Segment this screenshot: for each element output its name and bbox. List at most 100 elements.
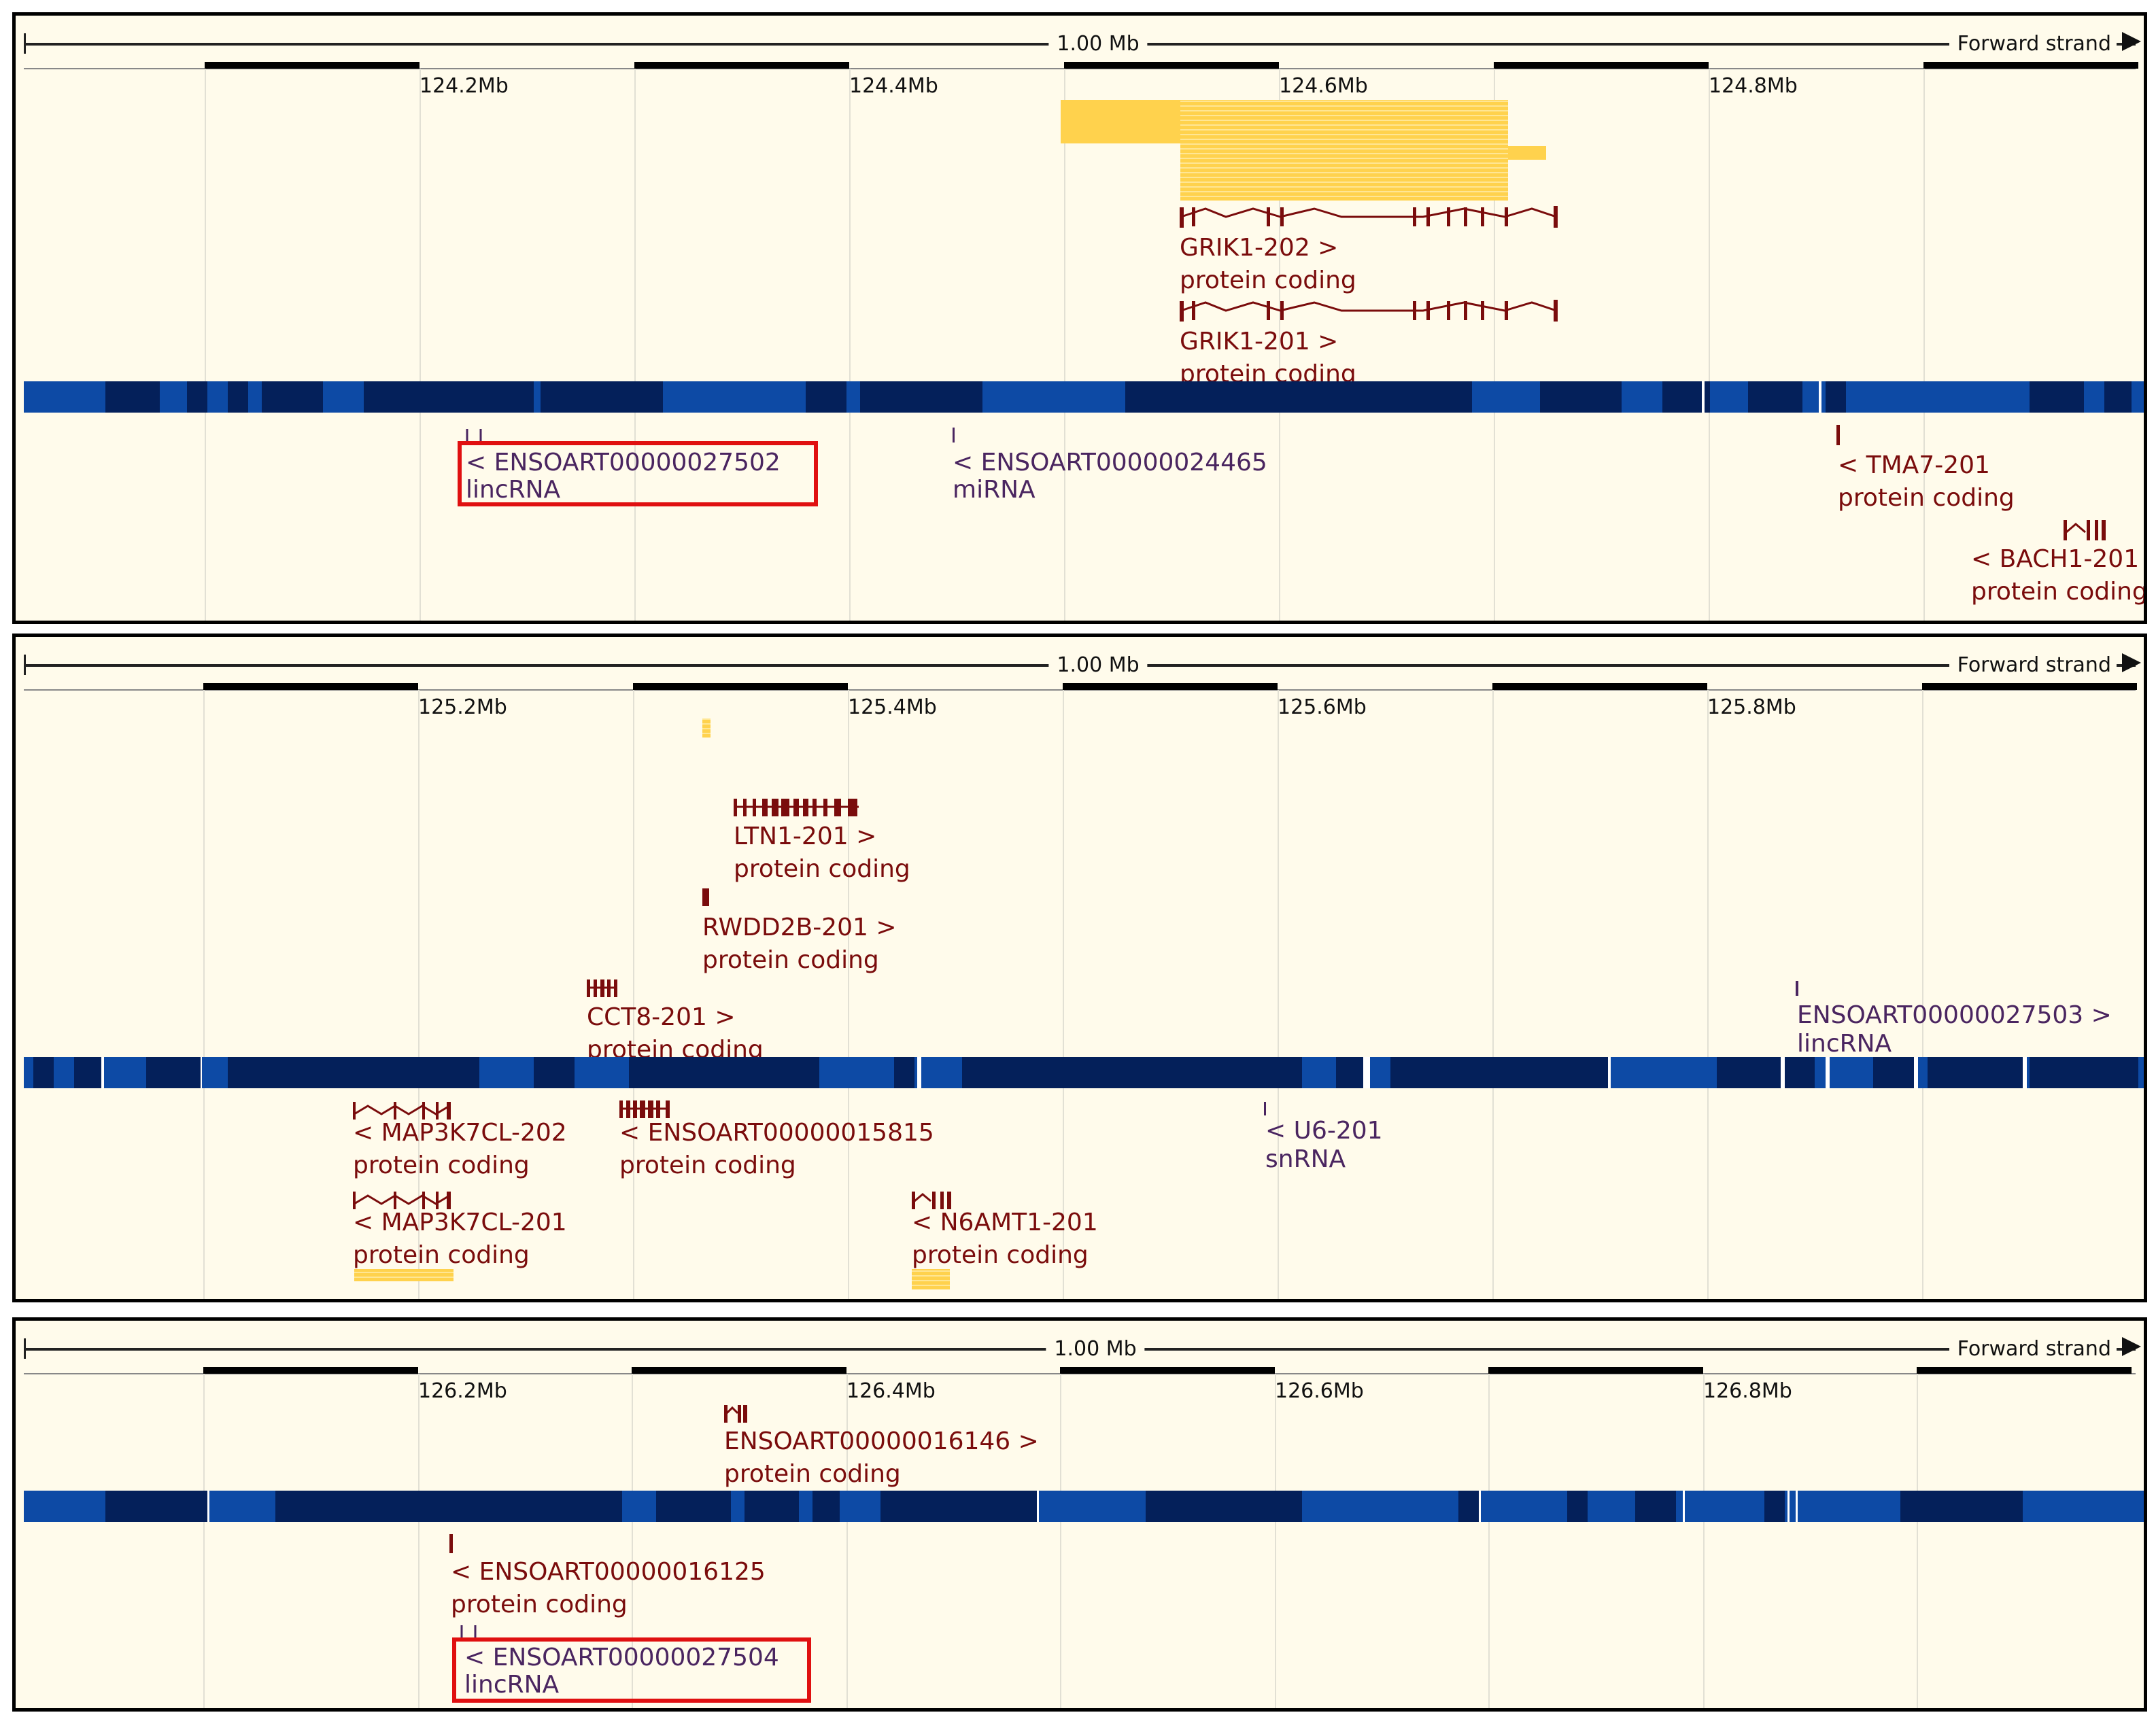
gene-label-u6-201[interactable]: < U6-201 snRNA bbox=[1265, 1117, 1383, 1174]
band-segment bbox=[2030, 1057, 2138, 1088]
gene-label-ensoart00000027503[interactable]: ENSOART00000027503 > lincRNA bbox=[1797, 1001, 2112, 1058]
gene-label-tma7-201[interactable]: < TMA7-201 protein coding bbox=[1838, 449, 2015, 515]
transcript-glyph[interactable] bbox=[910, 1190, 954, 1211]
genome-panel-2[interactable]: 1.00 Mb Forward strand 125.2Mb 125.4Mb 1… bbox=[12, 634, 2147, 1302]
gridline bbox=[203, 1374, 205, 1708]
gene-label-n6amt1-201[interactable]: < N6AMT1-201 protein coding bbox=[912, 1207, 1098, 1272]
genome-panel-3[interactable]: 1.00 Mb Forward strand 126.2Mb 126.4Mb 1… bbox=[12, 1317, 2147, 1712]
transcript-glyph[interactable] bbox=[702, 888, 709, 906]
transcript-glyph[interactable] bbox=[732, 797, 861, 818]
transcript-glyph[interactable] bbox=[449, 1534, 453, 1553]
gene-biotype: protein coding bbox=[1838, 484, 2015, 512]
highlight-box bbox=[452, 1637, 811, 1703]
transcript-glyph[interactable] bbox=[1178, 203, 1559, 230]
gridline bbox=[203, 690, 205, 1299]
ruler-segment bbox=[203, 1367, 418, 1374]
band-segment bbox=[1363, 1057, 1370, 1088]
band-segment bbox=[187, 381, 207, 413]
band-segment bbox=[207, 1491, 209, 1522]
ruler-segment bbox=[634, 62, 849, 69]
transcript-glyph[interactable] bbox=[352, 1100, 454, 1121]
band-segment bbox=[1717, 1057, 1798, 1088]
band-segment bbox=[1796, 1491, 1798, 1522]
band-segment bbox=[1748, 381, 1802, 413]
transcript-glyph[interactable] bbox=[618, 1099, 672, 1120]
band-segment bbox=[1826, 1057, 1830, 1088]
transcript-glyph[interactable] bbox=[2062, 519, 2110, 542]
band-segment bbox=[894, 1057, 914, 1088]
gene-label-ensoart00000016125[interactable]: < ENSOART00000016125 protein coding bbox=[451, 1556, 766, 1621]
band-segment bbox=[1608, 1057, 1611, 1088]
gene-label-ensoart00000027502[interactable]: < ENSOART00000027502 lincRNA bbox=[466, 449, 781, 504]
genome-panel-1[interactable]: 1.00 Mb Forward strand 124.2Mb 124.4Mb 1… bbox=[12, 12, 2147, 624]
transcript-glyph[interactable] bbox=[352, 1190, 454, 1211]
gridline bbox=[1063, 690, 1064, 1299]
gene-label-ensoart00000015815[interactable]: < ENSOART00000015815 protein coding bbox=[619, 1117, 934, 1182]
band-segment bbox=[201, 1057, 202, 1088]
tick-label: 126.2Mb bbox=[418, 1379, 507, 1403]
gene-label-map3k7cl-201[interactable]: < MAP3K7CL-201 protein coding bbox=[353, 1207, 567, 1272]
band-segment bbox=[1826, 381, 1846, 413]
transcript-glyph[interactable] bbox=[953, 428, 955, 443]
gene-label-ensoart00000024465[interactable]: < ENSOART00000024465 miRNA bbox=[953, 449, 1267, 504]
ruler-segment bbox=[203, 683, 418, 690]
transcript-glyph[interactable] bbox=[585, 978, 619, 999]
gene-label-ensoart00000027504[interactable]: < ENSOART00000027504 lincRNA bbox=[464, 1644, 779, 1699]
tick-label: 125.6Mb bbox=[1278, 695, 1367, 719]
gene-label-bach1-201[interactable]: < BACH1-201 protein coding bbox=[1971, 543, 2144, 608]
tick-label: 125.8Mb bbox=[1707, 695, 1796, 719]
gridline bbox=[633, 690, 634, 1299]
gene-label-grik1-202[interactable]: GRIK1-202 > protein coding bbox=[1180, 232, 1356, 297]
gridline bbox=[420, 69, 421, 621]
transcript-glyph[interactable] bbox=[1264, 1102, 1266, 1115]
band-segment bbox=[1914, 1057, 1918, 1088]
gene-name: GRIK1-201 > bbox=[1180, 328, 1339, 355]
contig-band[interactable] bbox=[24, 1491, 2144, 1522]
gene-label-rwdd2b-201[interactable]: RWDD2B-201 > protein coding bbox=[702, 912, 897, 977]
band-segment bbox=[806, 381, 846, 413]
band-segment bbox=[629, 1057, 819, 1088]
gene-name: < U6-201 bbox=[1265, 1117, 1383, 1145]
contig-band[interactable] bbox=[24, 381, 2144, 413]
band-segment bbox=[812, 1491, 840, 1522]
transcript-glyph[interactable] bbox=[1178, 297, 1559, 324]
gene-biotype: protein coding bbox=[353, 1151, 530, 1179]
band-segment bbox=[1125, 381, 1472, 413]
gene-label-ensoart00000016146[interactable]: ENSOART00000016146 > protein coding bbox=[724, 1425, 1039, 1491]
gene-name: < ENSOART00000016125 bbox=[451, 1558, 766, 1586]
gridline bbox=[1488, 1374, 1490, 1708]
gene-name: < ENSOART00000015815 bbox=[619, 1119, 934, 1147]
transcript-glyph[interactable] bbox=[723, 1404, 750, 1424]
gene-label-ltn1-201[interactable]: LTN1-201 > protein coding bbox=[734, 820, 910, 886]
band-segment bbox=[1764, 1491, 1785, 1522]
ruler-segment bbox=[632, 1367, 846, 1374]
gene-name: ENSOART00000027503 > bbox=[1797, 1001, 2112, 1029]
band-segment bbox=[745, 1491, 799, 1522]
band-segment bbox=[364, 381, 534, 413]
band-segment bbox=[1928, 1057, 2023, 1088]
gridline bbox=[1275, 1374, 1276, 1708]
transcript-glyph[interactable] bbox=[1796, 981, 1798, 996]
ruler-segment bbox=[1492, 683, 1707, 690]
gridline bbox=[205, 69, 206, 621]
band-segment bbox=[275, 1491, 622, 1522]
tick-label: 124.8Mb bbox=[1709, 74, 1798, 98]
strand-arrow-icon bbox=[2122, 653, 2141, 672]
ruler-segment bbox=[205, 62, 420, 69]
contig-band[interactable] bbox=[24, 1057, 2144, 1088]
gene-biotype: protein coding bbox=[619, 1151, 796, 1179]
gridline bbox=[1494, 69, 1495, 621]
transcript-glyph[interactable] bbox=[1836, 425, 1840, 445]
gene-label-map3k7cl-202[interactable]: < MAP3K7CL-202 protein coding bbox=[353, 1117, 567, 1182]
scale-label: 1.00 Mb bbox=[1048, 653, 1148, 678]
gridline bbox=[1707, 690, 1709, 1299]
gridline bbox=[1923, 69, 1925, 621]
ruler-segment bbox=[633, 683, 848, 690]
gene-biotype: snRNA bbox=[1265, 1145, 1346, 1173]
band-segment bbox=[1819, 381, 1821, 413]
gene-biotype: lincRNA bbox=[1797, 1030, 1892, 1058]
ruler-segment bbox=[1922, 683, 2137, 690]
gene-name: CCT8-201 > bbox=[587, 1003, 736, 1031]
exon-highlight bbox=[702, 718, 711, 738]
tick-label: 124.6Mb bbox=[1279, 74, 1368, 98]
